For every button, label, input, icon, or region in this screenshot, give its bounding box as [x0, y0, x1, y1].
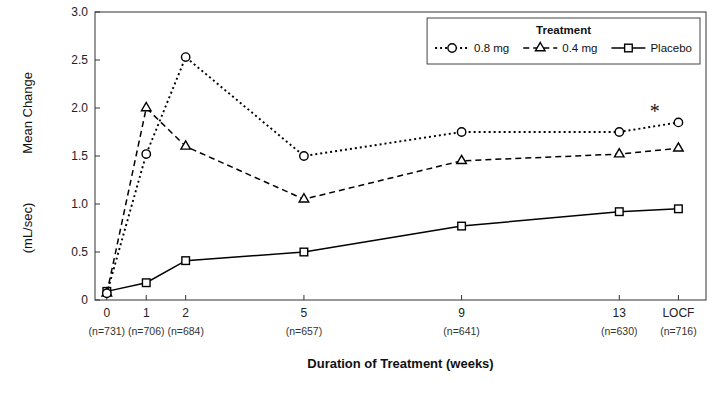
y-tick-label: 1.0 [71, 197, 88, 211]
y-tick-label: 3.0 [71, 5, 88, 19]
series-marker [142, 279, 150, 287]
y-axis-label: (mL/sec) [20, 203, 35, 254]
series-marker [457, 128, 465, 136]
series-marker [300, 248, 308, 256]
y-tick [95, 108, 100, 109]
series-marker [181, 53, 189, 61]
x-tick [619, 295, 620, 300]
x-tick [461, 295, 462, 300]
y-tick-label: 2.0 [71, 101, 88, 115]
y-tick-label: 0.5 [71, 245, 88, 259]
x-tick-label: 1 [143, 306, 150, 320]
legend-label: Placebo [650, 42, 692, 54]
series-marker [614, 149, 624, 157]
y-tick [95, 300, 100, 301]
y-tick [95, 252, 100, 253]
sample-size-label: (n=731) [89, 325, 125, 337]
annotation: * [650, 100, 660, 122]
sample-size-label: (n=641) [443, 325, 479, 337]
y-tick-label: 2.5 [71, 53, 88, 67]
x-tick-label: 0 [103, 306, 110, 320]
series-marker [182, 257, 190, 265]
series-marker [458, 222, 466, 230]
legend-label: 0.4 mg [562, 42, 597, 54]
plot-frame [95, 12, 706, 300]
sample-size-label: (n=716) [660, 325, 696, 337]
legend-label: 0.8 mg [474, 42, 509, 54]
series-marker [300, 152, 308, 160]
y-tick-label: 1.5 [71, 149, 88, 163]
chart: 0 0.5 1.0 1.5 2.0 2.5 3.0 0 1 2 5 9 13 LOCF Duration o… [0, 0, 726, 401]
series-marker [181, 141, 191, 149]
legend: Treatment 0.8 mg 0.4 mg Placebo [427, 18, 700, 64]
plot-area [102, 53, 683, 298]
series-line [107, 209, 679, 292]
y-tick [95, 60, 100, 61]
series-marker [299, 194, 309, 202]
sample-size-label: (n=684) [167, 325, 203, 337]
x-tick-label: LOCF [662, 306, 694, 320]
x-tick-label: 13 [613, 306, 627, 320]
series-marker [457, 155, 467, 163]
series-marker [675, 205, 683, 213]
x-tick [146, 295, 147, 300]
sample-size-label: (n=630) [601, 325, 637, 337]
series-marker [674, 118, 682, 126]
x-tick-label: 5 [301, 306, 308, 320]
legend-marker [625, 44, 633, 52]
x-tick-label: 9 [458, 306, 465, 320]
y-tick [95, 156, 100, 157]
series-marker [103, 289, 111, 297]
series-line [107, 57, 679, 293]
series-marker [615, 208, 623, 216]
legend-marker [535, 43, 545, 51]
x-tick [678, 295, 679, 300]
series-marker [674, 143, 684, 151]
legend-marker [448, 44, 456, 52]
series-marker [141, 103, 151, 111]
y-tick [95, 204, 100, 205]
sample-size-label: (n=657) [286, 325, 322, 337]
series-line [107, 108, 679, 293]
legend-box [427, 18, 700, 64]
legend-title: Treatment [536, 24, 591, 36]
y-tick [95, 12, 100, 13]
y-axis-label: Mean Change [20, 72, 35, 154]
x-axis-label: Duration of Treatment (weeks) [307, 356, 493, 371]
series-marker [615, 128, 623, 136]
x-tick-label: 2 [182, 306, 189, 320]
sample-size-label: (n=706) [128, 325, 164, 337]
x-tick [303, 295, 304, 300]
x-tick [185, 295, 186, 300]
series-marker [142, 150, 150, 158]
y-tick-label: 0 [81, 293, 88, 307]
